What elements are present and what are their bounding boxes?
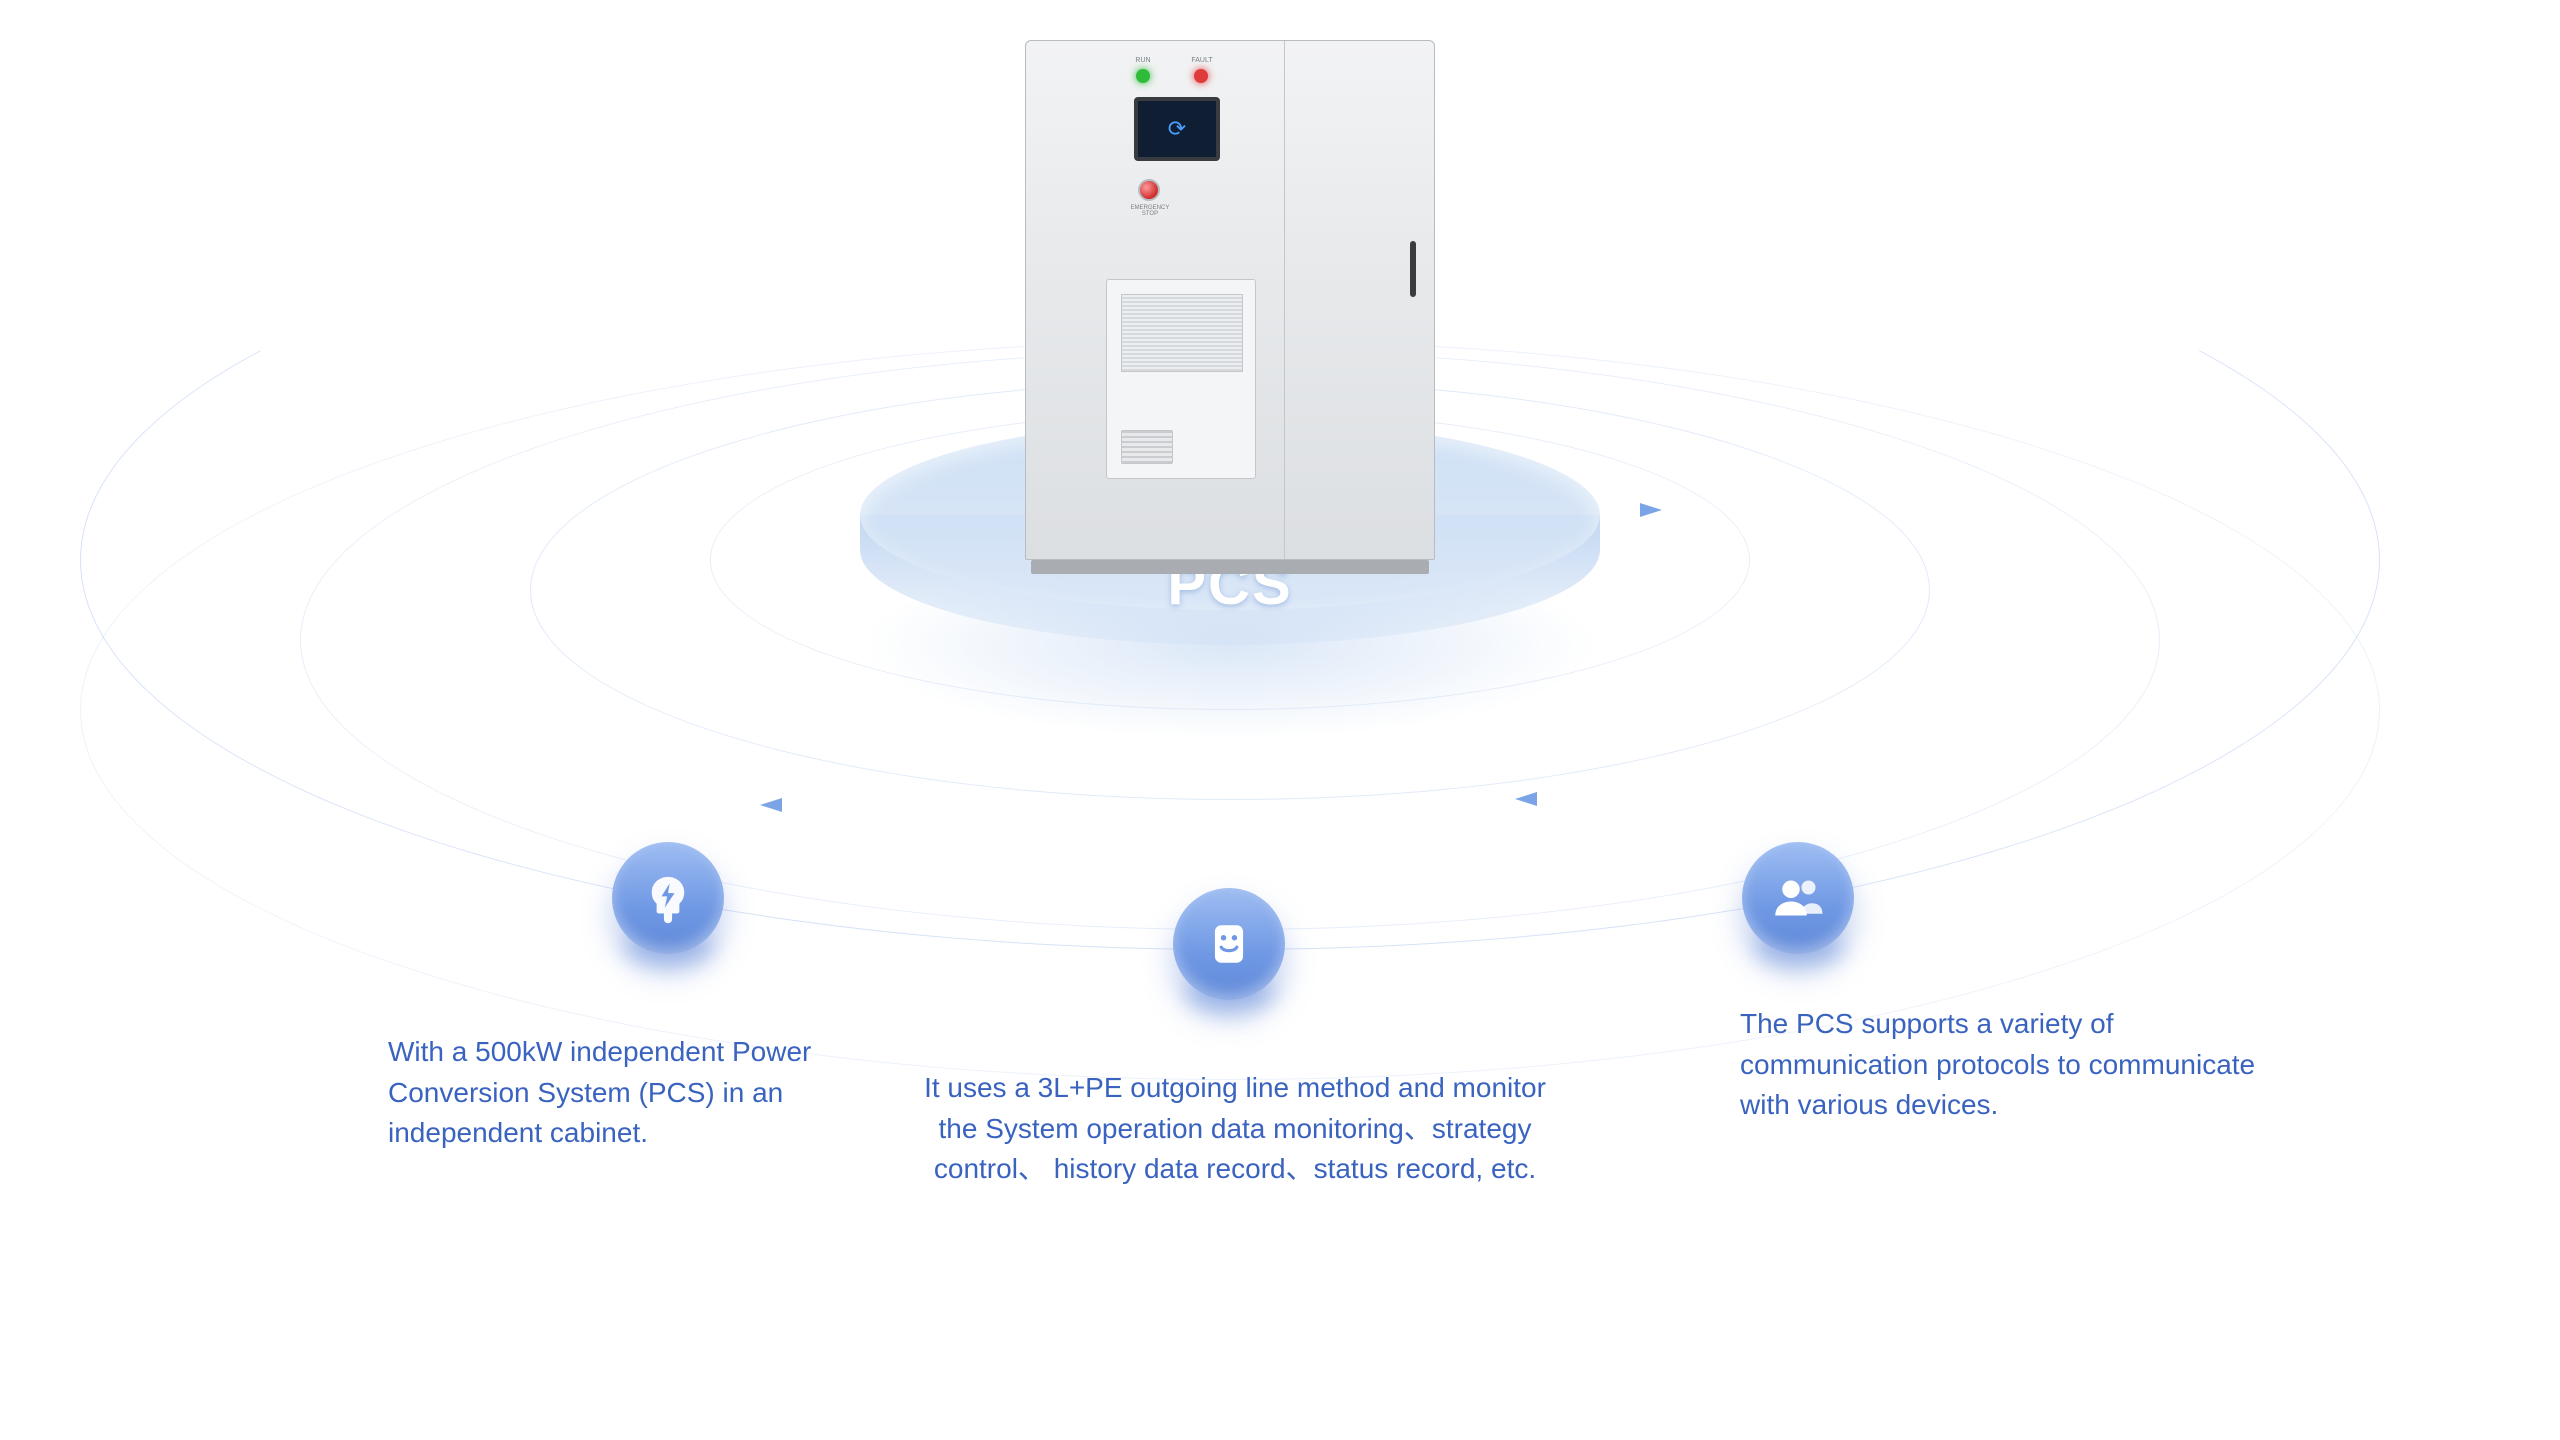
feature-badge-comm — [1742, 842, 1854, 954]
led-run — [1136, 69, 1150, 83]
led-fault-label: FAULT — [1182, 57, 1222, 64]
led-run-label: RUN — [1126, 57, 1160, 64]
feature-text-power: With a 500kW independent Power Conversio… — [388, 1032, 908, 1154]
badge-orbit-ring — [80, 170, 2380, 950]
feature-text-monitor: It uses a 3L+PE outgoing line method and… — [915, 1068, 1555, 1190]
feature-badge-power — [612, 842, 724, 954]
screen-icon: ⟳ — [1168, 116, 1186, 142]
device-smile-icon — [1204, 919, 1254, 969]
cabinet-screen: ⟳ — [1134, 97, 1220, 161]
head-bolt-icon — [642, 872, 694, 924]
led-fault — [1194, 69, 1208, 83]
users-icon — [1770, 870, 1826, 926]
feature-text-comm: The PCS supports a variety of communicat… — [1740, 1004, 2280, 1126]
infographic-stage: PCS RUNFAULT⟳EMERGENCY STOP With a 500kW… — [0, 0, 2560, 1440]
feature-badge-monitor — [1173, 888, 1285, 1000]
